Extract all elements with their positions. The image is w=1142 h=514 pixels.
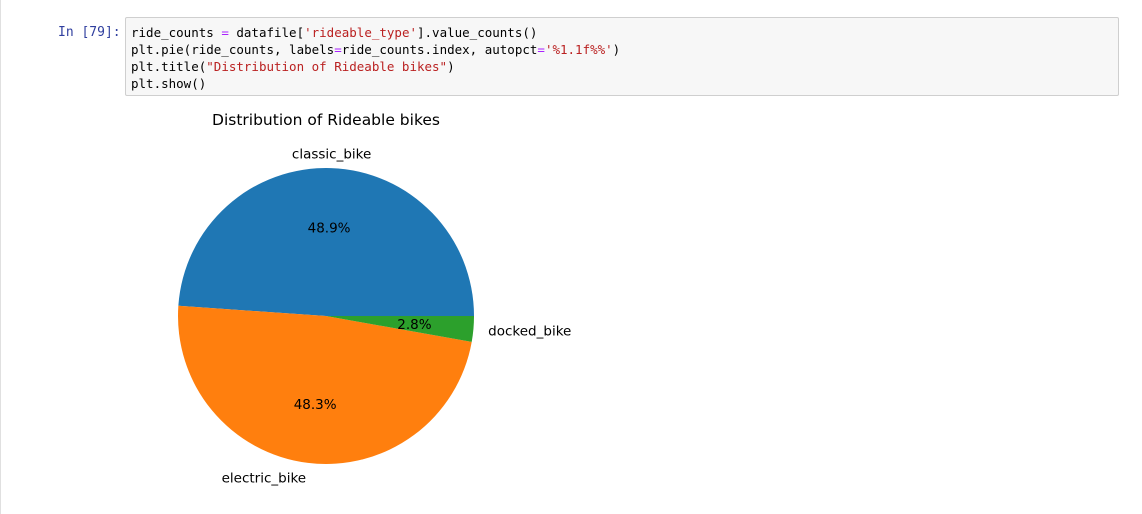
code-cell-input[interactable]: ride_counts = datafile['rideable_type'].… (125, 17, 1119, 96)
code-token: "Distribution of Rideable bikes" (206, 59, 448, 74)
cell-output: Distribution of Rideable bikes classic_b… (125, 100, 645, 500)
code-token: plt.pie(ride_counts, labels (131, 42, 335, 57)
pie-slice-electric-bike (178, 305, 472, 464)
code-token: = (221, 25, 229, 40)
code-line: plt.title("Distribution of Rideable bike… (131, 58, 1113, 75)
slice-label-docked-bike: docked_bike (488, 323, 571, 339)
code-token: plt.title( (131, 59, 207, 74)
code-line: plt.show() (131, 75, 1113, 92)
code-token: '%1.1f%%' (544, 42, 613, 57)
pie-chart: Distribution of Rideable bikes classic_b… (178, 111, 572, 487)
slice-percent-classic-bike: 48.9% (308, 220, 351, 236)
slice-label-classic-bike: classic_bike (292, 146, 371, 162)
slice-percent-electric-bike: 48.3% (294, 397, 337, 413)
chart-title: Distribution of Rideable bikes (212, 111, 440, 129)
code-token: ) (612, 42, 621, 57)
pie-slice-classic-bike (178, 167, 475, 316)
code-line: plt.pie(ride_counts, labels=ride_counts.… (131, 41, 1113, 58)
code-token: ) (447, 59, 455, 74)
code-token: plt.show() (131, 76, 207, 91)
pie-slices (178, 167, 475, 464)
pie-slice-docked-bike (326, 316, 474, 342)
pie-labels: classic_bike 48.9% electric_bike 48.3% docke… (222, 146, 572, 486)
code-token: = (537, 42, 545, 57)
slice-label-electric-bike: electric_bike (222, 471, 307, 487)
cell-prompt: In [79]: (58, 25, 121, 40)
code-token: = (334, 42, 342, 57)
notebook-left-border (0, 0, 1, 514)
code-token: ride_counts.index, autopct (341, 42, 538, 57)
code-token: ].value_counts() (417, 25, 538, 40)
code-token: ride_counts (131, 25, 222, 40)
code-token: 'rideable_type' (304, 25, 417, 40)
code-line: ride_counts = datafile['rideable_type'].… (131, 24, 1113, 41)
code-token: datafile[ (228, 25, 305, 40)
slice-percent-docked-bike: 2.8% (397, 317, 431, 333)
